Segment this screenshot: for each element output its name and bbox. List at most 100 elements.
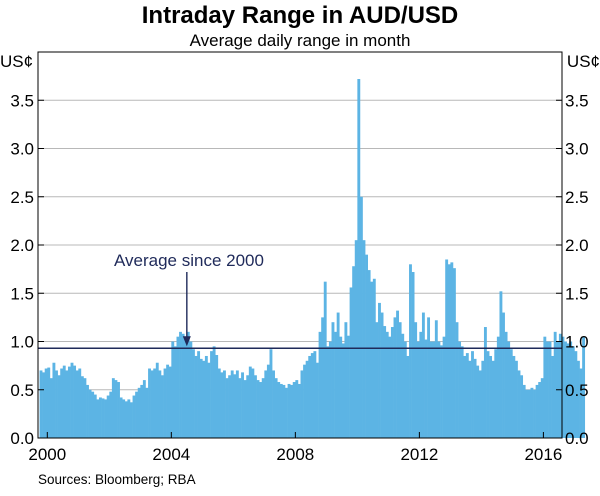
bar bbox=[365, 254, 368, 438]
bar bbox=[114, 380, 118, 438]
bar bbox=[148, 368, 151, 438]
bar bbox=[305, 360, 309, 438]
bar bbox=[326, 346, 330, 438]
bar bbox=[179, 331, 182, 438]
bar bbox=[292, 382, 296, 438]
grid-layer bbox=[38, 99, 562, 391]
bar bbox=[127, 399, 131, 438]
bar bbox=[106, 395, 110, 438]
y-tick-label-right: 0.5 bbox=[565, 381, 589, 400]
bar bbox=[42, 372, 46, 438]
bar bbox=[199, 358, 203, 438]
bar bbox=[88, 389, 92, 438]
bar bbox=[285, 387, 288, 438]
bar bbox=[104, 399, 108, 438]
bar bbox=[396, 310, 400, 438]
bar bbox=[390, 327, 394, 438]
bar bbox=[538, 382, 542, 438]
bar bbox=[83, 378, 87, 438]
bar bbox=[202, 360, 206, 438]
bar bbox=[357, 79, 361, 439]
bar bbox=[558, 333, 562, 438]
y-tick-label-left: 0.5 bbox=[10, 381, 34, 400]
bar bbox=[272, 370, 275, 438]
bar bbox=[362, 240, 366, 438]
bar bbox=[269, 349, 273, 438]
bar bbox=[109, 391, 113, 438]
bar bbox=[290, 384, 294, 438]
bar bbox=[533, 389, 536, 438]
x-tick-label: 2004 bbox=[152, 445, 190, 464]
bar bbox=[181, 333, 185, 438]
x-tick-label: 2008 bbox=[276, 445, 314, 464]
bar bbox=[207, 362, 211, 438]
bar bbox=[551, 355, 555, 438]
bar bbox=[509, 349, 513, 438]
bar bbox=[310, 353, 314, 438]
bar bbox=[274, 378, 278, 438]
bar bbox=[243, 380, 247, 438]
bar bbox=[378, 302, 381, 438]
bar bbox=[331, 322, 335, 438]
bar bbox=[166, 364, 170, 438]
y-tick-label-right: 2.0 bbox=[565, 236, 589, 255]
bar bbox=[347, 335, 350, 438]
y-tick-label-right: 0.0 bbox=[565, 429, 589, 448]
bar bbox=[385, 331, 389, 438]
bar bbox=[168, 366, 172, 438]
x-tick-label: 2012 bbox=[400, 445, 438, 464]
bar bbox=[349, 287, 353, 438]
bar bbox=[228, 375, 232, 438]
bar bbox=[225, 378, 229, 438]
bar bbox=[576, 360, 580, 438]
bar bbox=[432, 341, 436, 438]
bar bbox=[344, 322, 348, 438]
bar bbox=[336, 312, 340, 438]
bar bbox=[171, 341, 175, 438]
bar bbox=[217, 368, 221, 438]
bar bbox=[341, 343, 345, 438]
bar bbox=[189, 341, 193, 438]
bar bbox=[579, 368, 583, 438]
bar bbox=[465, 353, 469, 438]
bar bbox=[403, 341, 407, 438]
bar bbox=[259, 382, 263, 438]
bar bbox=[514, 360, 518, 438]
arrow-head bbox=[182, 336, 191, 347]
bar bbox=[370, 281, 374, 438]
bar bbox=[473, 358, 477, 438]
bar bbox=[60, 368, 64, 438]
bar bbox=[416, 341, 420, 438]
average-annotation-label: Average since 2000 bbox=[114, 251, 264, 270]
bar bbox=[44, 368, 48, 438]
y-tick-label-right: 1.5 bbox=[565, 284, 589, 303]
source-note: Sources: Bloomberg; RBA bbox=[38, 472, 196, 487]
bar bbox=[543, 336, 547, 438]
y-tick-label-left: 1.5 bbox=[10, 284, 34, 303]
bar bbox=[409, 264, 412, 438]
bar bbox=[434, 320, 438, 438]
bar bbox=[300, 370, 304, 438]
bar bbox=[122, 399, 126, 438]
bar bbox=[295, 380, 299, 438]
y-tick-label-left: 0.0 bbox=[10, 429, 34, 448]
bar bbox=[124, 401, 128, 438]
bar bbox=[553, 331, 557, 438]
bar bbox=[442, 336, 446, 438]
bar bbox=[197, 351, 201, 438]
bar bbox=[421, 312, 425, 438]
bar bbox=[388, 336, 392, 438]
y-tick-label-left: 3.5 bbox=[10, 91, 34, 110]
bar bbox=[47, 367, 51, 438]
bar bbox=[204, 355, 208, 438]
x-tick-label: 2016 bbox=[524, 445, 562, 464]
bar bbox=[476, 365, 480, 438]
bar bbox=[455, 322, 459, 438]
bar bbox=[70, 362, 74, 438]
bar bbox=[132, 395, 136, 438]
bar bbox=[86, 384, 89, 438]
bar bbox=[215, 355, 219, 438]
bar bbox=[91, 391, 95, 438]
bar bbox=[145, 387, 149, 438]
